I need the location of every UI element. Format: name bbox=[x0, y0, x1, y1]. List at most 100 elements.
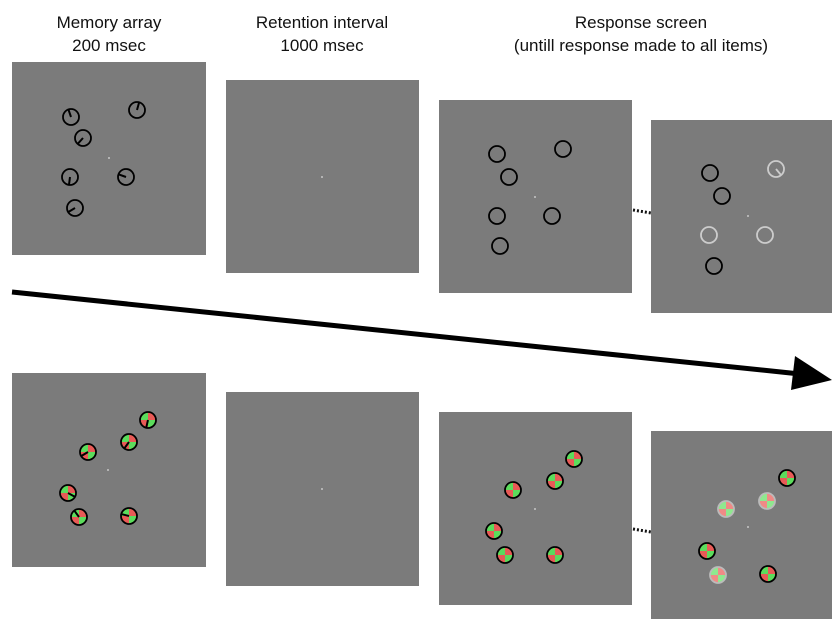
fixation-dot bbox=[534, 508, 536, 510]
orientation-needle bbox=[136, 102, 141, 111]
color-quadrant bbox=[574, 451, 582, 459]
orientation-needle bbox=[76, 137, 84, 145]
color-quadrant bbox=[768, 566, 776, 574]
color-quadrant bbox=[505, 555, 513, 563]
color-quadrant bbox=[60, 493, 68, 501]
color-quadrant bbox=[566, 451, 574, 459]
color-quadrant bbox=[68, 485, 76, 493]
column-subtitle: 200 msec bbox=[72, 36, 146, 55]
color-quadrant bbox=[60, 485, 68, 493]
color-quadrant bbox=[129, 516, 137, 524]
color-quadrant bbox=[79, 517, 87, 525]
screen-panel bbox=[651, 431, 832, 619]
color-quadrant bbox=[718, 509, 726, 517]
orientation-needle bbox=[73, 509, 80, 518]
color-quadrant bbox=[513, 482, 521, 490]
color-quadrant bbox=[718, 567, 726, 575]
color-quadrant bbox=[88, 452, 96, 460]
response-ring bbox=[756, 226, 774, 244]
wheel-outline bbox=[709, 566, 727, 584]
color-quadrant bbox=[779, 478, 787, 486]
color-quadrant bbox=[129, 508, 137, 516]
color-quadrant bbox=[494, 531, 502, 539]
color-quadrant bbox=[574, 459, 582, 467]
color-quadrant bbox=[566, 459, 574, 467]
response-ring bbox=[554, 140, 572, 158]
fixation-dot bbox=[747, 215, 749, 217]
color-quadrant bbox=[710, 575, 718, 583]
color-quadrant bbox=[148, 420, 156, 428]
color-quadrant bbox=[547, 481, 555, 489]
color-quadrant bbox=[760, 566, 768, 574]
color-quadrant bbox=[497, 555, 505, 563]
response-ring bbox=[488, 145, 506, 163]
orientation-needle bbox=[118, 173, 127, 178]
column-title: Retention interval bbox=[256, 13, 388, 32]
color-quadrant bbox=[726, 509, 734, 517]
wheel-outline bbox=[485, 522, 503, 540]
color-quadrant bbox=[760, 574, 768, 582]
color-quadrant bbox=[121, 434, 129, 442]
orientation-needle bbox=[775, 168, 782, 176]
color-quadrant bbox=[710, 567, 718, 575]
screen-panel bbox=[12, 373, 206, 567]
response-ring bbox=[543, 207, 561, 225]
color-quadrant bbox=[759, 493, 767, 501]
color-quadrant bbox=[555, 481, 563, 489]
color-quadrant bbox=[486, 523, 494, 531]
orientation-needle bbox=[145, 419, 149, 429]
fixation-dot bbox=[747, 526, 749, 528]
orientation-needle bbox=[67, 176, 71, 186]
response-ring bbox=[62, 108, 80, 126]
color-quadrant bbox=[148, 412, 156, 420]
color-quadrant bbox=[787, 478, 795, 486]
column-subtitle: (untill response made to all items) bbox=[514, 36, 768, 55]
color-quadrant bbox=[497, 547, 505, 555]
color-quadrant bbox=[129, 434, 137, 442]
color-quadrant bbox=[555, 547, 563, 555]
color-quadrant bbox=[486, 531, 494, 539]
wheel-outline bbox=[565, 450, 583, 468]
response-ring bbox=[767, 160, 785, 178]
wheel-outline bbox=[758, 492, 776, 510]
wheel-outline bbox=[698, 542, 716, 560]
wheel-outline bbox=[717, 500, 735, 518]
color-quadrant bbox=[547, 547, 555, 555]
response-ring bbox=[61, 168, 79, 186]
color-quadrant bbox=[71, 517, 79, 525]
orientation-needle bbox=[80, 451, 89, 457]
time-arrow-head bbox=[791, 356, 832, 390]
color-quadrant bbox=[505, 547, 513, 555]
color-quadrant bbox=[80, 444, 88, 452]
orientation-needle bbox=[67, 109, 72, 118]
response-ring bbox=[74, 129, 92, 147]
wheel-outline bbox=[120, 507, 138, 525]
color-quadrant bbox=[121, 516, 129, 524]
orientation-needle bbox=[67, 492, 76, 498]
wheel-outline bbox=[496, 546, 514, 564]
screen-panel bbox=[651, 120, 832, 313]
color-quadrant bbox=[707, 543, 715, 551]
response-ring bbox=[500, 168, 518, 186]
color-quadrant bbox=[505, 482, 513, 490]
color-quadrant bbox=[767, 501, 775, 509]
response-ring bbox=[488, 207, 506, 225]
color-quadrant bbox=[555, 555, 563, 563]
orientation-needle bbox=[123, 441, 130, 450]
response-ring bbox=[705, 257, 723, 275]
response-ring bbox=[128, 101, 146, 119]
ellipsis-connector bbox=[632, 208, 652, 215]
color-quadrant bbox=[547, 555, 555, 563]
color-quadrant bbox=[767, 493, 775, 501]
orientation-needle bbox=[67, 207, 76, 213]
color-quadrant bbox=[779, 470, 787, 478]
ellipsis-connector bbox=[632, 527, 652, 534]
response-ring bbox=[117, 168, 135, 186]
fixation-dot bbox=[107, 469, 109, 471]
color-quadrant bbox=[707, 551, 715, 559]
color-quadrant bbox=[129, 442, 137, 450]
color-quadrant bbox=[768, 574, 776, 582]
color-quadrant bbox=[718, 501, 726, 509]
fixation-dot bbox=[108, 157, 110, 159]
